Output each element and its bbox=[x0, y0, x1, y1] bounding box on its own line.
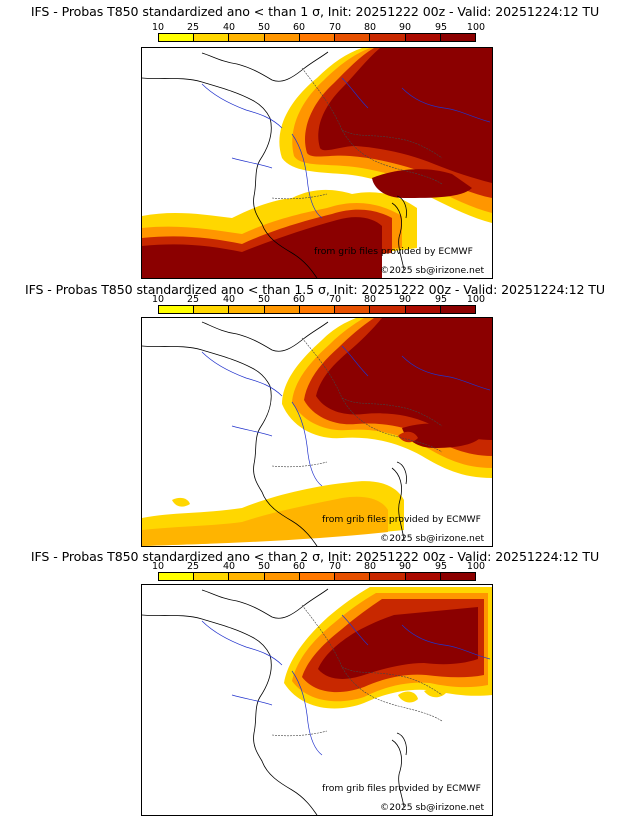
colorbar-tick: 100 bbox=[466, 22, 486, 33]
colorbar-tick: 80 bbox=[363, 22, 377, 33]
colorbar-swatch bbox=[264, 34, 300, 41]
colorbar-swatch bbox=[299, 34, 336, 41]
colorbar-tick: 40 bbox=[222, 294, 236, 305]
colorbar-swatch bbox=[159, 573, 195, 580]
colorbar-tick: 95 bbox=[434, 22, 448, 33]
colorbar-swatch bbox=[229, 34, 265, 41]
site-credit: ©2025 sb@irizone.net bbox=[380, 802, 485, 813]
colorbar-swatch bbox=[440, 573, 475, 580]
colorbar-tick: 70 bbox=[328, 561, 342, 572]
colorbar-tick: 40 bbox=[222, 561, 236, 572]
map-graphic bbox=[142, 48, 492, 278]
colorbar-tick: 60 bbox=[292, 294, 306, 305]
map-title: IFS - Probas T850 standardized ano < tha… bbox=[30, 4, 600, 19]
colorbar-tick: 95 bbox=[434, 561, 448, 572]
colorbar-swatch bbox=[159, 306, 195, 313]
colorbar-tick: 10 bbox=[151, 22, 165, 33]
colorbar-swatch bbox=[405, 573, 441, 580]
colorbar-swatch bbox=[370, 306, 406, 313]
colorbar-tick: 70 bbox=[328, 294, 342, 305]
colorbar-swatch bbox=[335, 306, 371, 313]
colorbar-tick: 80 bbox=[363, 561, 377, 572]
colorbar-labels: 10 25 40 50 60 70 80 90 95 100 bbox=[152, 561, 485, 572]
colorbar-labels: 10 25 40 50 60 70 80 90 95 100 bbox=[152, 294, 485, 305]
site-credit: ©2025 sb@irizone.net bbox=[380, 533, 485, 544]
colorbar-tick: 90 bbox=[398, 22, 412, 33]
probability-map bbox=[141, 317, 493, 547]
colorbar-tick: 70 bbox=[328, 22, 342, 33]
colorbar-swatch bbox=[194, 306, 230, 313]
colorbar-swatch bbox=[299, 573, 336, 580]
probability-map bbox=[141, 47, 493, 279]
site-credit: ©2025 sb@irizone.net bbox=[380, 265, 485, 276]
colorbar-tick: 50 bbox=[257, 22, 271, 33]
colorbar bbox=[158, 572, 476, 581]
colorbar-swatch bbox=[299, 306, 336, 313]
colorbar-tick: 50 bbox=[257, 294, 271, 305]
colorbar-swatch bbox=[440, 34, 475, 41]
colorbar-swatch bbox=[335, 34, 371, 41]
colorbar-swatch bbox=[405, 306, 441, 313]
colorbar-tick: 10 bbox=[151, 561, 165, 572]
data-credit: from grib files provided by ECMWF bbox=[322, 783, 481, 794]
colorbar-swatch bbox=[264, 573, 300, 580]
colorbar-tick: 90 bbox=[398, 561, 412, 572]
colorbar-swatch bbox=[335, 573, 371, 580]
colorbar-tick: 50 bbox=[257, 561, 271, 572]
map-title: IFS - Probas T850 standardized ano < tha… bbox=[24, 282, 606, 297]
colorbar bbox=[158, 305, 476, 314]
colorbar-swatch bbox=[370, 34, 406, 41]
colorbar-tick: 40 bbox=[222, 22, 236, 33]
colorbar-swatch bbox=[159, 34, 195, 41]
colorbar-tick: 90 bbox=[398, 294, 412, 305]
colorbar-swatch bbox=[194, 34, 230, 41]
map-title: IFS - Probas T850 standardized ano < tha… bbox=[30, 549, 600, 564]
map-graphic bbox=[142, 318, 492, 546]
colorbar-tick: 10 bbox=[151, 294, 165, 305]
colorbar-swatch bbox=[229, 306, 265, 313]
colorbar-tick: 25 bbox=[186, 294, 200, 305]
colorbar-swatch bbox=[440, 306, 475, 313]
map-graphic bbox=[142, 587, 492, 815]
colorbar-tick: 100 bbox=[466, 561, 486, 572]
colorbar-swatch bbox=[370, 573, 406, 580]
colorbar bbox=[158, 33, 476, 42]
colorbar-tick: 25 bbox=[186, 22, 200, 33]
colorbar-tick: 60 bbox=[292, 22, 306, 33]
colorbar-tick: 95 bbox=[434, 294, 448, 305]
colorbar-tick: 60 bbox=[292, 561, 306, 572]
colorbar-swatch bbox=[405, 34, 441, 41]
colorbar-labels: 10 25 40 50 60 70 80 90 95 100 bbox=[152, 22, 485, 33]
colorbar-tick: 100 bbox=[466, 294, 486, 305]
colorbar-swatch bbox=[264, 306, 300, 313]
data-credit: from grib files provided by ECMWF bbox=[322, 514, 481, 525]
colorbar-tick: 25 bbox=[186, 561, 200, 572]
colorbar-tick: 80 bbox=[363, 294, 377, 305]
colorbar-swatch bbox=[194, 573, 230, 580]
probability-map bbox=[141, 584, 493, 816]
colorbar-swatch bbox=[229, 573, 265, 580]
data-credit: from grib files provided by ECMWF bbox=[314, 246, 473, 257]
